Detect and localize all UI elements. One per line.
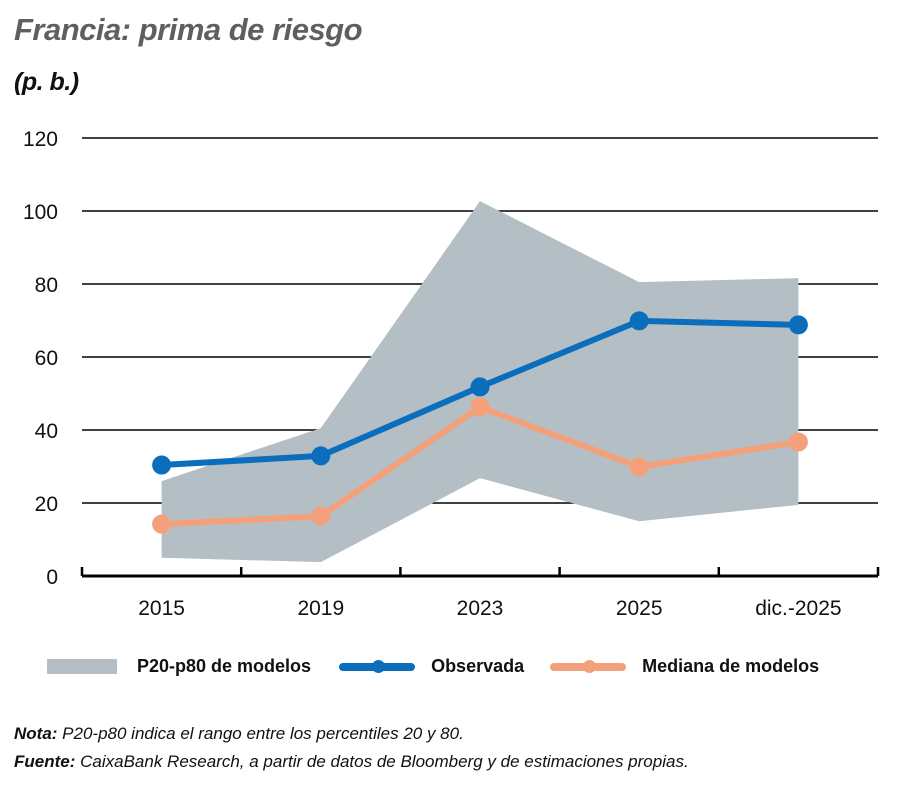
data-point-marker	[788, 432, 808, 452]
y-axis-ticks: 0 20 40 60 80 100 120	[23, 128, 58, 589]
legend-median-label: Mediana de modelos	[642, 656, 820, 676]
legend: P20-p80 de modelos Observada Mediana de …	[47, 656, 819, 677]
series-lines	[152, 311, 808, 534]
source-line: Fuente: CaixaBank Research, a partir de …	[14, 748, 689, 776]
chart-title: Francia: prima de riesgo	[14, 12, 363, 47]
legend-item-median: Mediana de modelos	[550, 656, 819, 677]
x-axis	[80, 567, 880, 578]
band-swatch-icon	[47, 659, 117, 674]
x-tick-label: 2025	[616, 597, 663, 620]
note-label: Nota:	[14, 724, 58, 743]
data-point-marker	[311, 506, 331, 526]
median-line-marker-icon	[550, 659, 627, 673]
y-tick-label: 120	[23, 128, 58, 151]
y-tick-label: 40	[35, 420, 58, 443]
source-text: CaixaBank Research, a partir de datos de…	[75, 752, 689, 771]
legend-item-band: P20-p80 de modelos	[47, 656, 311, 677]
legend-band-label: P20-p80 de modelos	[137, 656, 312, 676]
note-line: Nota: P20-p80 indica el rango entre los …	[14, 720, 689, 748]
data-point-marker	[470, 377, 490, 397]
observed-line-marker-icon	[339, 659, 416, 673]
legend-observed-label: Observada	[431, 656, 525, 676]
data-point-marker	[629, 311, 649, 331]
data-point-marker	[311, 446, 331, 466]
x-tick-label: 2019	[297, 597, 344, 620]
y-tick-label: 60	[35, 347, 58, 370]
y-tick-label: 80	[35, 274, 58, 297]
y-tick-label: 0	[46, 566, 58, 589]
data-point-marker	[788, 315, 808, 335]
source-label: Fuente:	[14, 752, 76, 771]
legend-item-observed: Observada	[339, 656, 524, 677]
data-point-marker	[629, 457, 649, 477]
x-tick-label: dic.-2025	[755, 597, 841, 620]
chart-notes: Nota: P20-p80 indica el rango entre los …	[14, 720, 689, 776]
x-tick-label: 2023	[457, 597, 504, 620]
data-point-marker	[470, 397, 490, 417]
chart-unit-subtitle: (p. b.)	[14, 68, 79, 96]
x-axis-ticks: 2015 2019 2023 2025 dic.-2025	[138, 597, 841, 620]
data-point-marker	[152, 455, 172, 475]
y-tick-label: 20	[35, 493, 58, 516]
y-tick-label: 100	[23, 201, 58, 224]
line-chart: 0 20 40 60 80 100 120 2015 2019 2023 2025 dic.-202…	[23, 128, 880, 620]
x-tick-label: 2015	[138, 597, 185, 620]
data-point-marker	[152, 514, 172, 534]
note-text: P20-p80 indica el rango entre los percen…	[57, 724, 464, 743]
